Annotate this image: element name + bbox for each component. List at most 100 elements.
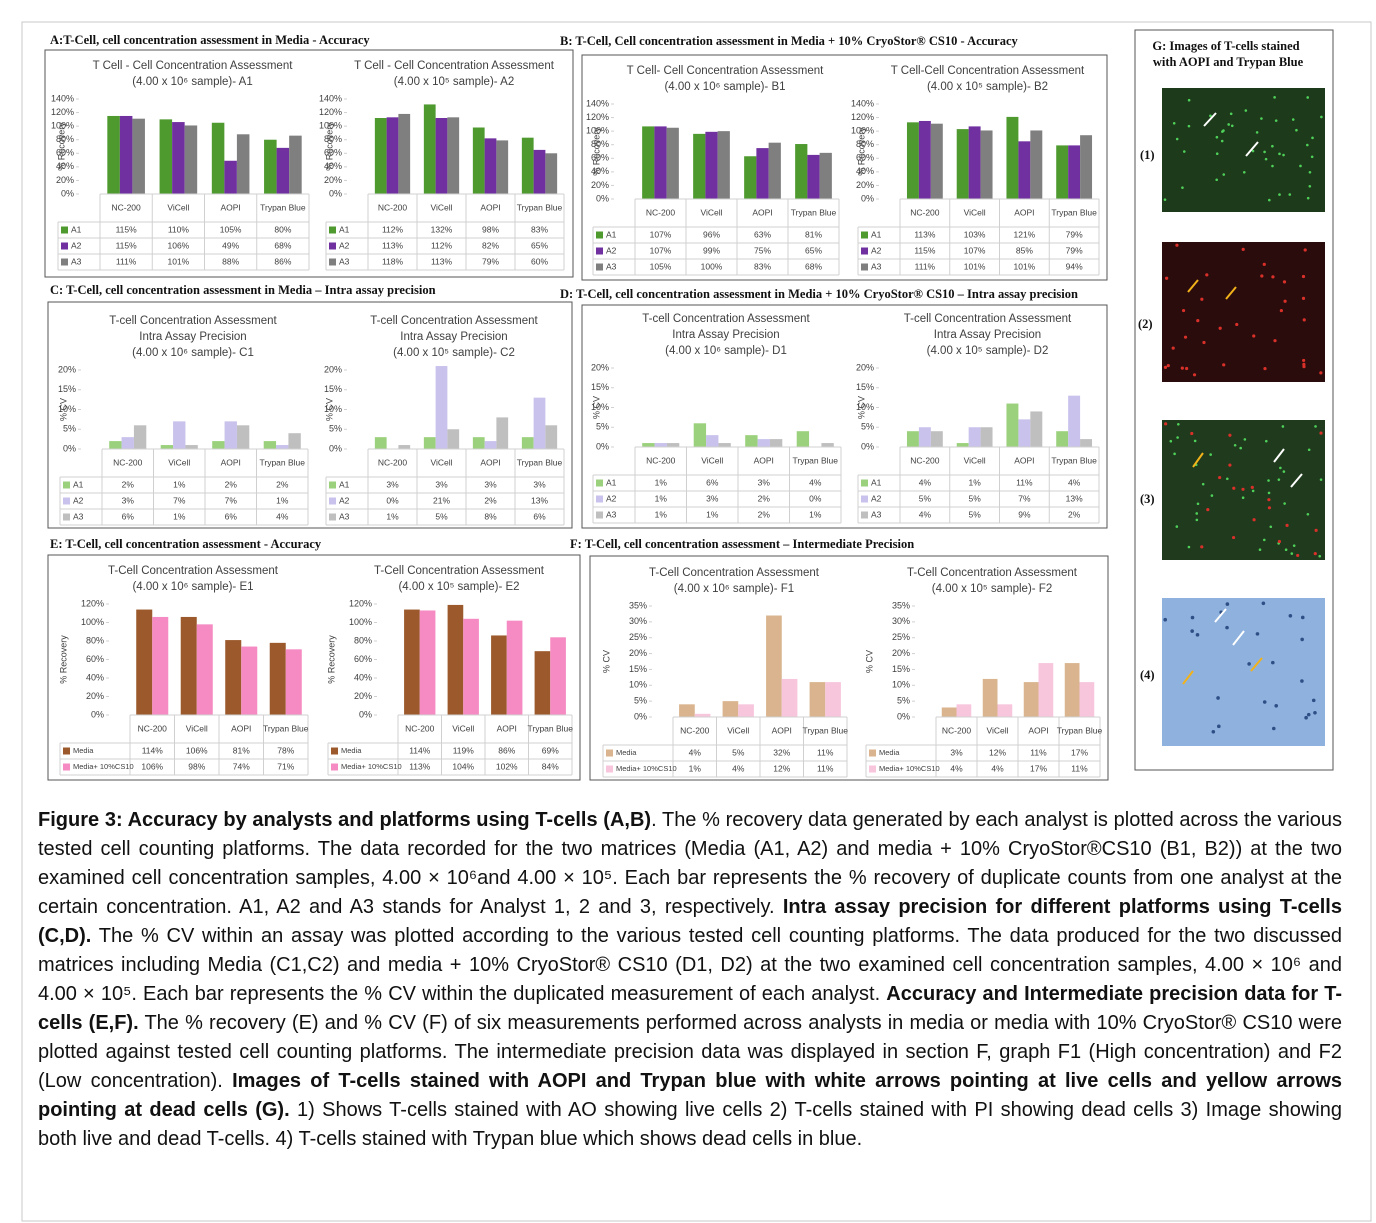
data-label: 2%	[484, 495, 497, 505]
chart-title: (4.00 x 10⁶ sample)- C1	[132, 347, 254, 359]
legend-label: A1	[339, 479, 350, 489]
legend-label: Media	[879, 748, 900, 757]
legend-label: Media+ 10%CS10	[341, 762, 402, 771]
bar	[522, 437, 534, 449]
bar	[286, 649, 302, 715]
bar	[447, 429, 459, 449]
legend-swatch	[329, 259, 336, 266]
image-label: (2)	[1138, 317, 1153, 331]
y-tick-label: 120%	[319, 107, 342, 117]
data-label: 2%	[276, 479, 289, 489]
data-label: 114%	[142, 745, 164, 755]
x-tick-label: NC-200	[646, 455, 676, 465]
bar	[919, 427, 931, 447]
chart-title: T Cell- Cell Concentration Assessment	[627, 65, 824, 77]
chart-title: (4.00 x 10⁶ sample)- A1	[132, 76, 252, 88]
data-label: 81%	[805, 229, 822, 239]
x-tick-label: NC-200	[138, 723, 168, 733]
bar	[998, 704, 1013, 717]
cell	[1228, 434, 1231, 437]
cell	[1307, 197, 1310, 200]
data-label: 6%	[533, 511, 546, 521]
cell	[1260, 274, 1263, 277]
bar	[679, 704, 695, 717]
data-label: 115%	[914, 245, 936, 255]
legend-label: Media	[73, 746, 94, 755]
cell	[1300, 638, 1304, 642]
y-tick-label: 20%	[324, 364, 342, 374]
data-label: 86%	[498, 745, 515, 755]
y-tick-label: 120%	[51, 107, 74, 117]
chart-title: T-Cell Concentration Assessment	[374, 565, 545, 577]
legend-swatch	[329, 482, 336, 489]
legend-label: Media+ 10%CS10	[879, 764, 940, 773]
cell	[1263, 700, 1267, 704]
legend-label: A1	[871, 477, 882, 487]
data-label: 1%	[655, 493, 668, 503]
x-tick-label: NC-200	[942, 725, 972, 735]
cell	[1226, 478, 1229, 481]
data-label: 17%	[1030, 763, 1047, 773]
cell	[1306, 144, 1309, 147]
cell	[1283, 502, 1286, 505]
chart-title: T Cell-Cell Concentration Assessment	[891, 65, 1085, 77]
bar	[821, 443, 833, 447]
data-label: 80%	[274, 224, 291, 234]
data-label: 1%	[655, 477, 668, 487]
cell	[1217, 725, 1221, 729]
y-tick-label: 35%	[892, 600, 910, 610]
panel-heading: E: T-Cell, cell concentration assessment…	[50, 537, 322, 551]
cell	[1222, 363, 1225, 366]
bar	[1080, 135, 1092, 199]
y-tick-label: 20%	[856, 180, 874, 190]
bar	[109, 441, 121, 449]
bar	[398, 114, 410, 194]
chart-title: (4.00 x 10⁵ sample)- D2	[927, 345, 1049, 357]
legend-swatch	[596, 264, 603, 271]
x-tick-label: Trypan Blue	[260, 202, 306, 212]
data-label: 94%	[1066, 261, 1083, 271]
panel-heading: F: T-Cell, cell concentration assessment…	[570, 537, 914, 551]
x-tick-label: ViCell	[701, 455, 723, 465]
cell	[1271, 661, 1275, 665]
cell	[1273, 339, 1276, 342]
data-label: 111%	[915, 261, 936, 271]
cell	[1282, 425, 1285, 428]
data-label: 74%	[233, 761, 250, 771]
data-label: 5%	[919, 493, 932, 503]
cell	[1307, 513, 1310, 516]
cell	[1216, 152, 1219, 155]
legend-label: A1	[73, 479, 84, 489]
data-label: 96%	[703, 229, 720, 239]
data-label: 1%	[968, 477, 981, 487]
bar	[545, 425, 557, 449]
bar	[745, 435, 757, 447]
cell	[1196, 519, 1199, 522]
data-label: 106%	[168, 240, 190, 250]
legend-label: Media	[616, 748, 637, 757]
chart-title: Intra Assay Precision	[934, 329, 1041, 341]
x-tick-label: NC-200	[646, 207, 676, 217]
x-tick-label: NC-200	[378, 202, 408, 212]
cell	[1188, 546, 1191, 549]
data-label: 65%	[805, 245, 822, 255]
cell	[1314, 425, 1317, 428]
chart-title: T-cell Concentration Assessment	[370, 315, 538, 327]
cell	[1164, 422, 1167, 425]
bar	[1018, 419, 1030, 447]
data-label: 2%	[1068, 509, 1081, 519]
x-tick-label: Trypan Blue	[517, 202, 563, 212]
y-tick-label: 0%	[861, 441, 874, 451]
bar	[160, 119, 173, 194]
legend-label: Media+ 10%CS10	[616, 764, 677, 773]
data-label: 3%	[950, 747, 963, 757]
cell	[1311, 155, 1314, 158]
cell	[1252, 334, 1255, 337]
bar	[907, 431, 919, 447]
bar	[277, 148, 290, 194]
cell	[1212, 730, 1216, 734]
x-tick-label: NC-200	[111, 202, 141, 212]
data-label: 5%	[732, 747, 745, 757]
bar	[810, 682, 826, 717]
data-label: 8%	[484, 511, 497, 521]
